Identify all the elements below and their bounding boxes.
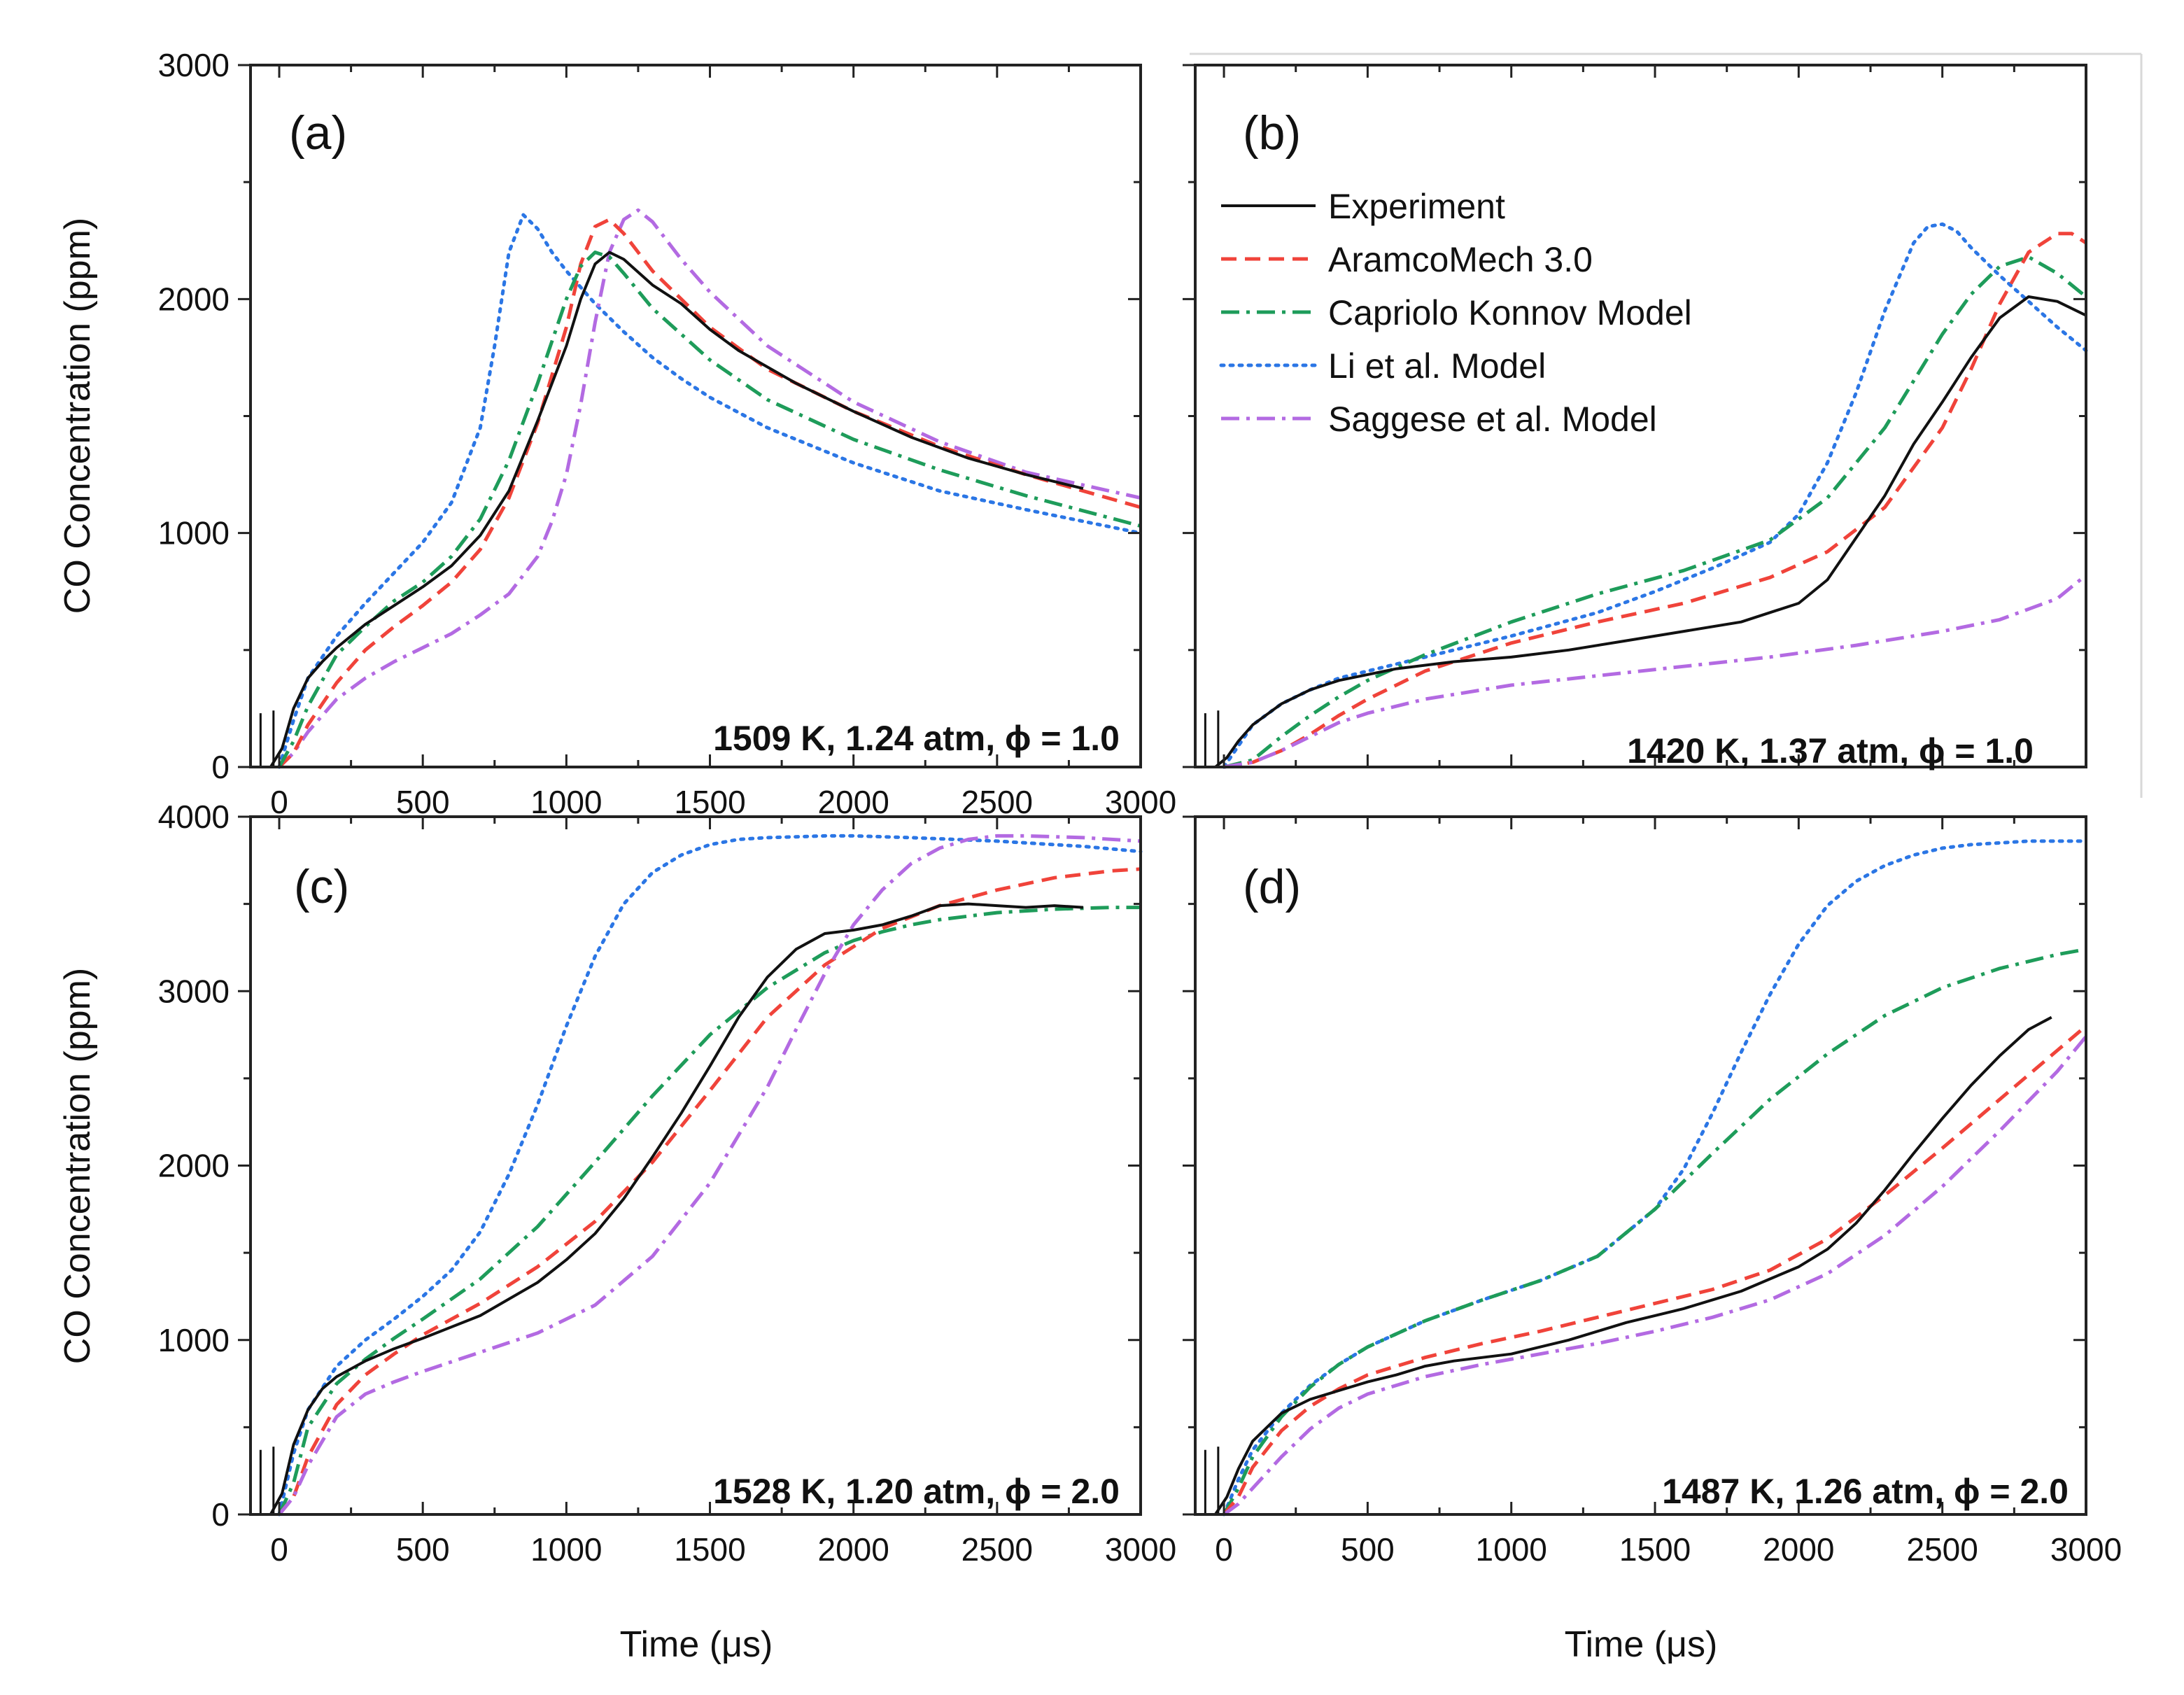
y-tick-label: 4000 xyxy=(158,799,230,835)
legend-label-capriolo: Capriolo Konnov Model xyxy=(1328,293,1692,332)
panel-c-plot-area xyxy=(251,834,1143,1517)
panel-d: 0 500 1000 1500 2000 2500 3000 (d) 1487 K, 1.2… xyxy=(1183,815,2122,1568)
x-tick-label: 500 xyxy=(1341,1531,1395,1568)
series-li xyxy=(1222,222,2088,769)
panel-d-x-axis-title: Time (μs) xyxy=(1565,1624,1718,1665)
panel-a-y-axis-title: CO Concentration (ppm) xyxy=(57,218,98,614)
series-capriolo xyxy=(1223,255,2087,769)
series-capriolo xyxy=(277,251,1141,768)
panel-a-condition: 1509 K, 1.24 atm, ϕ = 1.0 xyxy=(713,719,1120,758)
y-tick-label: 1000 xyxy=(158,1322,230,1358)
series-saggese xyxy=(1223,1035,2087,1517)
y-tick-label: 3000 xyxy=(158,47,230,83)
x-tick-label: 1500 xyxy=(674,1531,745,1568)
panel-c: 0 500 1000 1500 2000 2500 3000 0 1000 2000 3000 400… xyxy=(158,799,1177,1568)
panel-d-condition: 1487 K, 1.26 atm, ϕ = 2.0 xyxy=(1662,1472,2069,1511)
x-tick-label: 1000 xyxy=(1476,1531,1547,1568)
legend-label-experiment: Experiment xyxy=(1328,187,1505,226)
series-li xyxy=(277,213,1143,769)
series-saggese xyxy=(1223,573,2087,769)
panel-a: 0 500 1000 1500 2000 2500 3000 0 1000 2000 3000 (a… xyxy=(158,47,1177,820)
x-tick-label: 2000 xyxy=(818,784,889,820)
panel-b-label: (b) xyxy=(1243,106,1301,160)
x-tick-label: 500 xyxy=(396,784,450,820)
panel-b-plot-area xyxy=(1195,222,2088,769)
panel-c-label: (c) xyxy=(294,860,349,913)
x-tick-label: 3000 xyxy=(1105,1531,1176,1568)
x-tick-label: 2000 xyxy=(1763,1531,1834,1568)
series-saggese xyxy=(278,834,1141,1516)
legend-label-aramco: AramcoMech 3.0 xyxy=(1328,240,1593,279)
x-tick-label: 1500 xyxy=(674,784,745,820)
y-tick-label: 0 xyxy=(211,749,230,785)
y-tick-label: 1000 xyxy=(158,515,230,551)
x-tick-label: 0 xyxy=(270,1531,288,1568)
y-tick-label: 2000 xyxy=(158,281,230,317)
x-tick-label: 2000 xyxy=(818,1531,889,1568)
series-li xyxy=(1222,839,2088,1517)
legend: Experiment AramcoMech 3.0 Capriolo Konno… xyxy=(1219,187,1692,439)
y-tick-label: 0 xyxy=(211,1496,230,1533)
panel-b-condition: 1420 K, 1.37 atm, ϕ = 1.0 xyxy=(1627,731,2034,771)
x-tick-label: 0 xyxy=(1215,1531,1233,1568)
panel-d-label: (d) xyxy=(1243,860,1301,913)
panel-b-ticks xyxy=(1183,64,2087,768)
legend-label-li: Li et al. Model xyxy=(1328,346,1546,386)
y-tick-label: 2000 xyxy=(158,1148,230,1184)
series-experiment xyxy=(1214,295,2087,768)
x-tick-label: 500 xyxy=(396,1531,450,1568)
panel-d-plot-area xyxy=(1195,839,2088,1517)
x-tick-label: 1000 xyxy=(530,784,602,820)
panel-c-y-axis-title: CO Concentration (ppm) xyxy=(57,968,98,1364)
legend-label-saggese: Saggese et al. Model xyxy=(1328,400,1657,439)
x-tick-label: 1000 xyxy=(530,1531,602,1568)
x-tick-label: 0 xyxy=(270,784,288,820)
panel-c-x-axis-title: Time (μs) xyxy=(620,1624,773,1665)
y-tick-label: 3000 xyxy=(158,973,230,1009)
series-capriolo xyxy=(277,906,1141,1516)
series-experiment xyxy=(269,251,1084,768)
series-experiment xyxy=(269,902,1084,1515)
panel-c-condition: 1528 K, 1.20 atm, ϕ = 2.0 xyxy=(713,1472,1120,1511)
x-tick-label: 1500 xyxy=(1619,1531,1691,1568)
series-li xyxy=(277,834,1143,1517)
panel-a-label: (a) xyxy=(289,106,347,160)
x-tick-label: 3000 xyxy=(1105,784,1176,820)
panel-d-ticks: 0 500 1000 1500 2000 2500 3000 xyxy=(1183,815,2122,1568)
series-experiment xyxy=(1214,1015,2052,1516)
series-aramco xyxy=(1223,1025,2087,1516)
panel-b: (b) 1420 K, 1.37 atm, ϕ = 1.0 xyxy=(1183,52,2143,798)
panel-a-ticks: 0 500 1000 1500 2000 2500 3000 0 1000 2000 3000 xyxy=(158,47,1177,820)
panel-c-ticks: 0 500 1000 1500 2000 2500 3000 0 1000 2000 3000 400… xyxy=(158,799,1177,1568)
x-tick-label: 2500 xyxy=(961,1531,1033,1568)
series-aramco xyxy=(1223,232,2087,769)
x-tick-label: 2500 xyxy=(1907,1531,1978,1568)
x-tick-label: 3000 xyxy=(2050,1531,2122,1568)
x-tick-label: 2500 xyxy=(961,784,1033,820)
panel-a-plot-area xyxy=(251,208,1143,769)
series-aramco xyxy=(278,867,1141,1516)
